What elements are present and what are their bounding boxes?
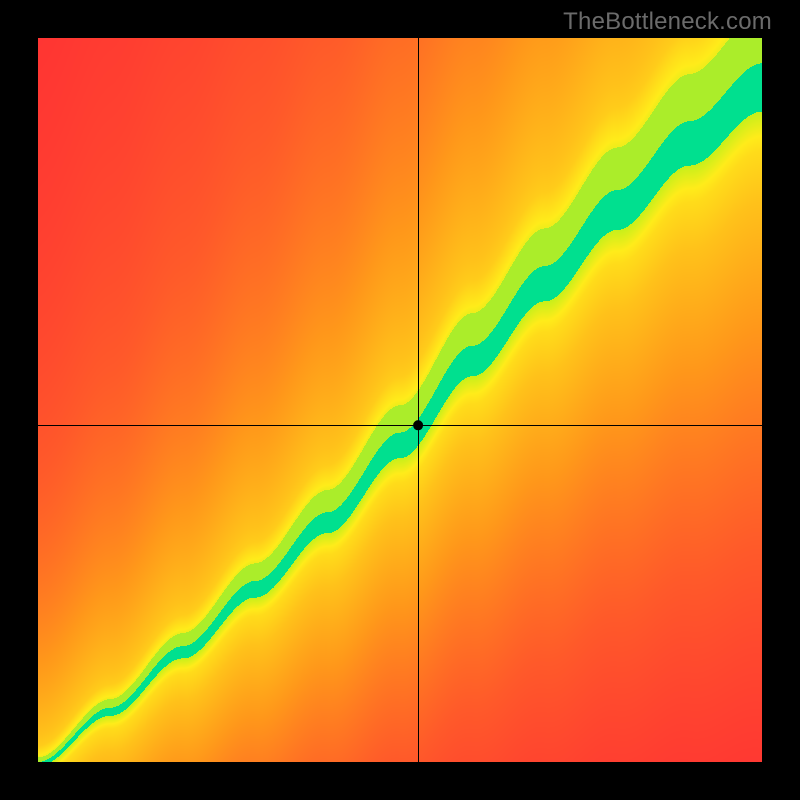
heatmap-plot-area	[38, 38, 762, 762]
bottleneck-heatmap-canvas	[38, 38, 762, 762]
watermark-text: TheBottleneck.com	[563, 8, 772, 36]
chart-frame: TheBottleneck.com	[0, 0, 800, 800]
